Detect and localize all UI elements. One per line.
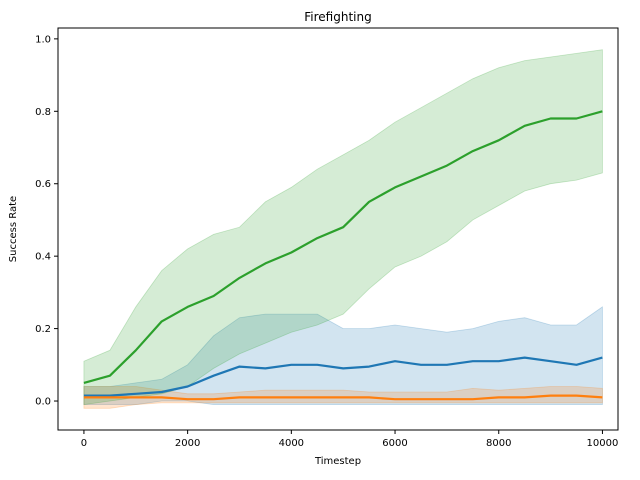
y-tick-label: 1.0 [35,34,51,45]
y-tick-label: 0.2 [35,324,51,335]
x-axis-ticks: 0 2000 4000 6000 8000 10000 [81,430,619,449]
x-tick-label: 8000 [486,438,511,449]
y-axis-label: Success Rate [8,196,19,262]
x-tick-label: 0 [81,438,87,449]
y-tick-label: 0.0 [35,397,51,408]
series-lines [83,110,603,401]
plot-frame [57,27,619,431]
y-tick-label: 0.8 [35,107,51,118]
series-1-line [83,356,603,397]
x-tick-label: 6000 [382,438,407,449]
y-tick-label: 0.4 [35,252,51,263]
y-tick-label: 0.6 [35,179,51,190]
x-axis-label: Timestep [314,456,361,467]
x-tick-label: 2000 [175,438,200,449]
confidence-bands [83,49,603,409]
chart-title: Firefighting [304,10,371,24]
series-3-line [83,110,603,384]
x-tick-label: 10000 [587,438,619,449]
series-2-line [83,394,603,401]
y-axis-ticks: 0.0 0.2 0.4 0.6 0.8 1.0 [35,34,58,408]
x-tick-label: 4000 [279,438,304,449]
series-1-band [83,306,603,405]
